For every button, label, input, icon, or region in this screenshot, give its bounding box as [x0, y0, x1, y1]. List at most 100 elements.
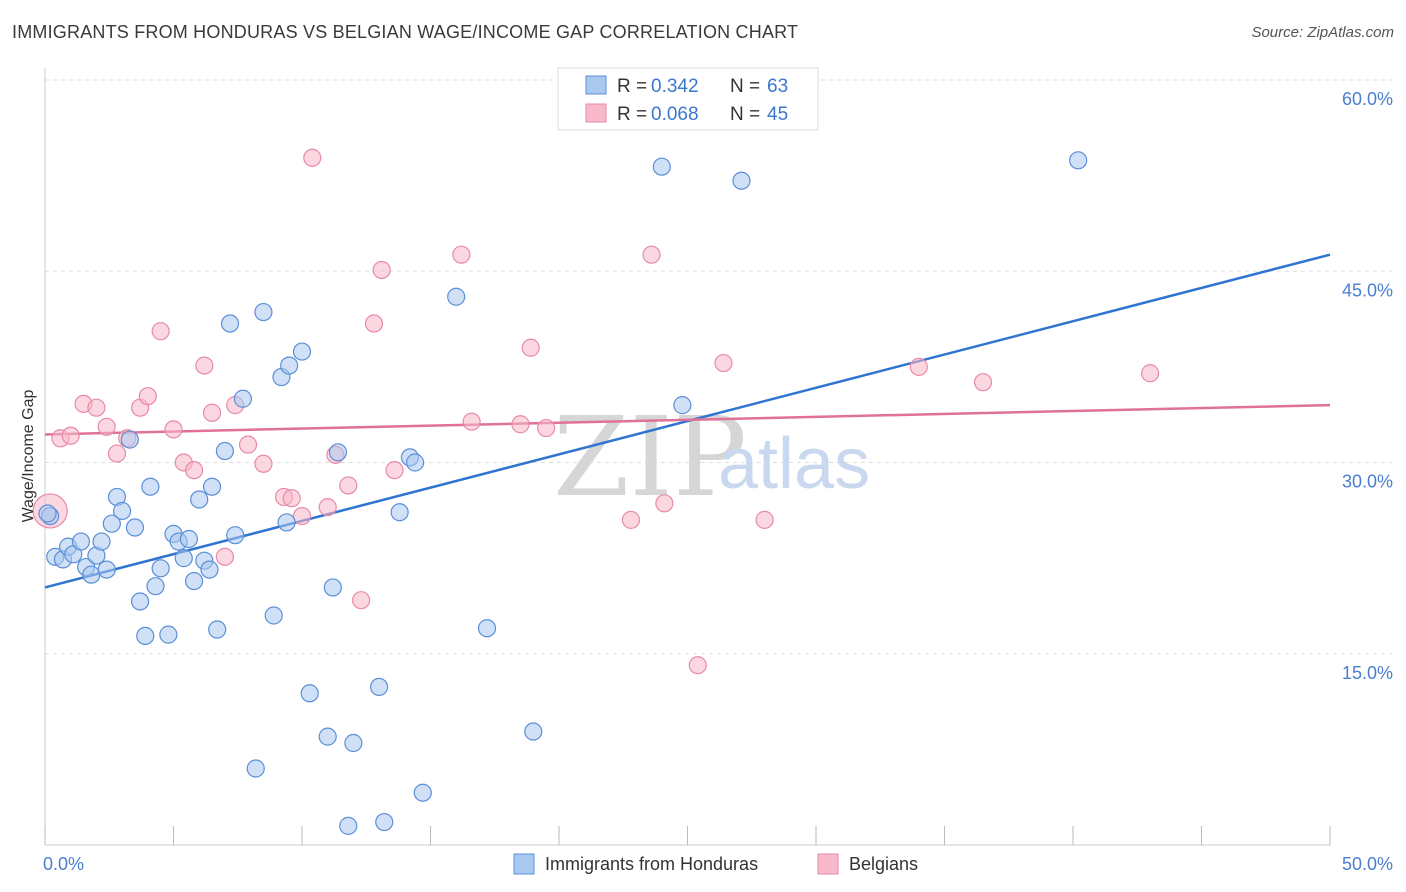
x-tick-label-0: 0.0%	[43, 854, 84, 874]
honduras-point-41	[280, 356, 299, 375]
honduras-point-52	[405, 453, 425, 472]
x-tick-label-1: 50.0%	[1342, 854, 1393, 874]
honduras-point-53	[413, 783, 432, 802]
honduras-point-57	[524, 722, 543, 741]
honduras-point-44	[318, 727, 337, 746]
honduras-point-15	[125, 518, 145, 537]
honduras-point-37	[254, 302, 273, 322]
belgians-point-36	[621, 510, 641, 529]
belgians-point-26	[339, 476, 358, 495]
y-tick-label-2: 45.0%	[1342, 280, 1393, 300]
honduras-point-34	[226, 526, 245, 545]
belgians-point-23	[303, 148, 322, 167]
belgians-point-43	[973, 373, 993, 392]
honduras-point-36	[246, 759, 265, 778]
belgians-point-34	[521, 338, 540, 357]
honduras-point-19	[146, 577, 165, 596]
legend-r-label-2: R =	[617, 104, 647, 125]
honduras-point-32	[215, 441, 234, 461]
legend-r-value-2: 0.068	[651, 104, 699, 125]
honduras-point-59	[673, 396, 692, 415]
belgians-point-6	[107, 444, 127, 463]
honduras-point-54	[390, 503, 409, 522]
honduras-point-43	[300, 684, 319, 703]
belgians-point-24	[318, 498, 337, 517]
series-legend: Immigrants from Honduras Belgians	[513, 853, 918, 875]
honduras-point-31	[208, 620, 227, 639]
honduras-point-30	[202, 477, 222, 496]
honduras-point-46	[328, 443, 348, 462]
honduras-point-48	[344, 733, 363, 753]
belgians-point-40	[714, 353, 733, 373]
belgians-point-39	[688, 656, 707, 675]
belgians-point-4	[87, 398, 106, 417]
honduras-point-60	[732, 171, 751, 190]
belgians-point-33	[511, 415, 530, 434]
honduras-point-58	[652, 157, 671, 176]
bottom-legend-swatch-blue	[513, 853, 535, 875]
honduras-point-27	[190, 490, 209, 509]
honduras-point-17	[136, 626, 155, 646]
honduras-point-45	[323, 578, 342, 597]
honduras-point-18	[141, 477, 160, 496]
honduras-point-40	[277, 513, 296, 532]
y-axis-label: Wage/Income Gap	[20, 390, 37, 523]
belgians-point-9	[138, 387, 157, 406]
honduras-point-9	[92, 532, 111, 551]
data-points	[32, 148, 1160, 835]
belgians-point-14	[195, 356, 214, 375]
belgians-point-29	[372, 260, 391, 280]
legend-r-label-1: R =	[617, 76, 647, 97]
bottom-legend-series2: Belgians	[849, 854, 918, 874]
y-tick-label-1: 30.0%	[1342, 472, 1393, 492]
honduras-point-11	[102, 514, 121, 533]
belgians-point-11	[164, 420, 183, 439]
honduras-point-10	[97, 560, 116, 579]
honduras-point-56	[477, 619, 497, 638]
honduras-point-55	[447, 287, 466, 306]
belgians-point-5	[97, 417, 116, 436]
belgians-point-21	[282, 489, 301, 508]
legend-r-value-1: 0.342	[651, 76, 699, 97]
belgians-point-10	[151, 322, 170, 341]
axes	[44, 68, 1331, 846]
honduras-point-47	[339, 816, 358, 835]
y-tick-label-0: 15.0%	[1342, 663, 1393, 683]
honduras-trend-line	[44, 253, 1331, 589]
belgians-trend-line	[44, 403, 1331, 436]
honduras-point-5	[71, 532, 91, 551]
honduras-point-29	[200, 560, 219, 579]
legend-n-label-2: N =	[730, 104, 760, 125]
belgians-point-13	[184, 461, 204, 480]
legend-swatch-blue	[585, 75, 607, 95]
belgians-point-32	[452, 245, 471, 264]
bottom-legend-series1: Immigrants from Honduras	[545, 854, 758, 874]
legend-n-label-1: N =	[730, 76, 760, 97]
belgians-point-15	[202, 403, 222, 422]
honduras-point-33	[220, 314, 240, 333]
honduras-point-21	[159, 625, 178, 644]
honduras-point-50	[375, 812, 394, 832]
trend-lines	[44, 253, 1331, 589]
honduras-point-49	[370, 677, 389, 697]
honduras-point-20	[151, 559, 170, 578]
belgians-point-37	[642, 245, 661, 264]
belgians-point-31	[462, 412, 481, 431]
watermark: ZIP atlas	[553, 393, 870, 521]
belgians-point-44	[1140, 364, 1160, 383]
belgians-point-19	[254, 454, 273, 473]
honduras-point-25	[179, 529, 199, 549]
belgians-point-35	[537, 418, 556, 438]
belgians-point-42	[909, 357, 928, 376]
y-tick-label-3: 60.0%	[1342, 89, 1393, 109]
source-credit: Source: ZipAtlas.com	[1251, 24, 1394, 41]
belgians-point-16	[215, 547, 234, 566]
honduras-point-35	[233, 389, 252, 408]
legend-n-value-2: 45	[767, 104, 788, 125]
belgians-point-38	[655, 494, 674, 513]
honduras-point-7	[82, 565, 101, 584]
bottom-legend-swatch-pink	[817, 853, 839, 875]
honduras-point-26	[184, 571, 204, 591]
belgians-point-27	[352, 591, 371, 610]
